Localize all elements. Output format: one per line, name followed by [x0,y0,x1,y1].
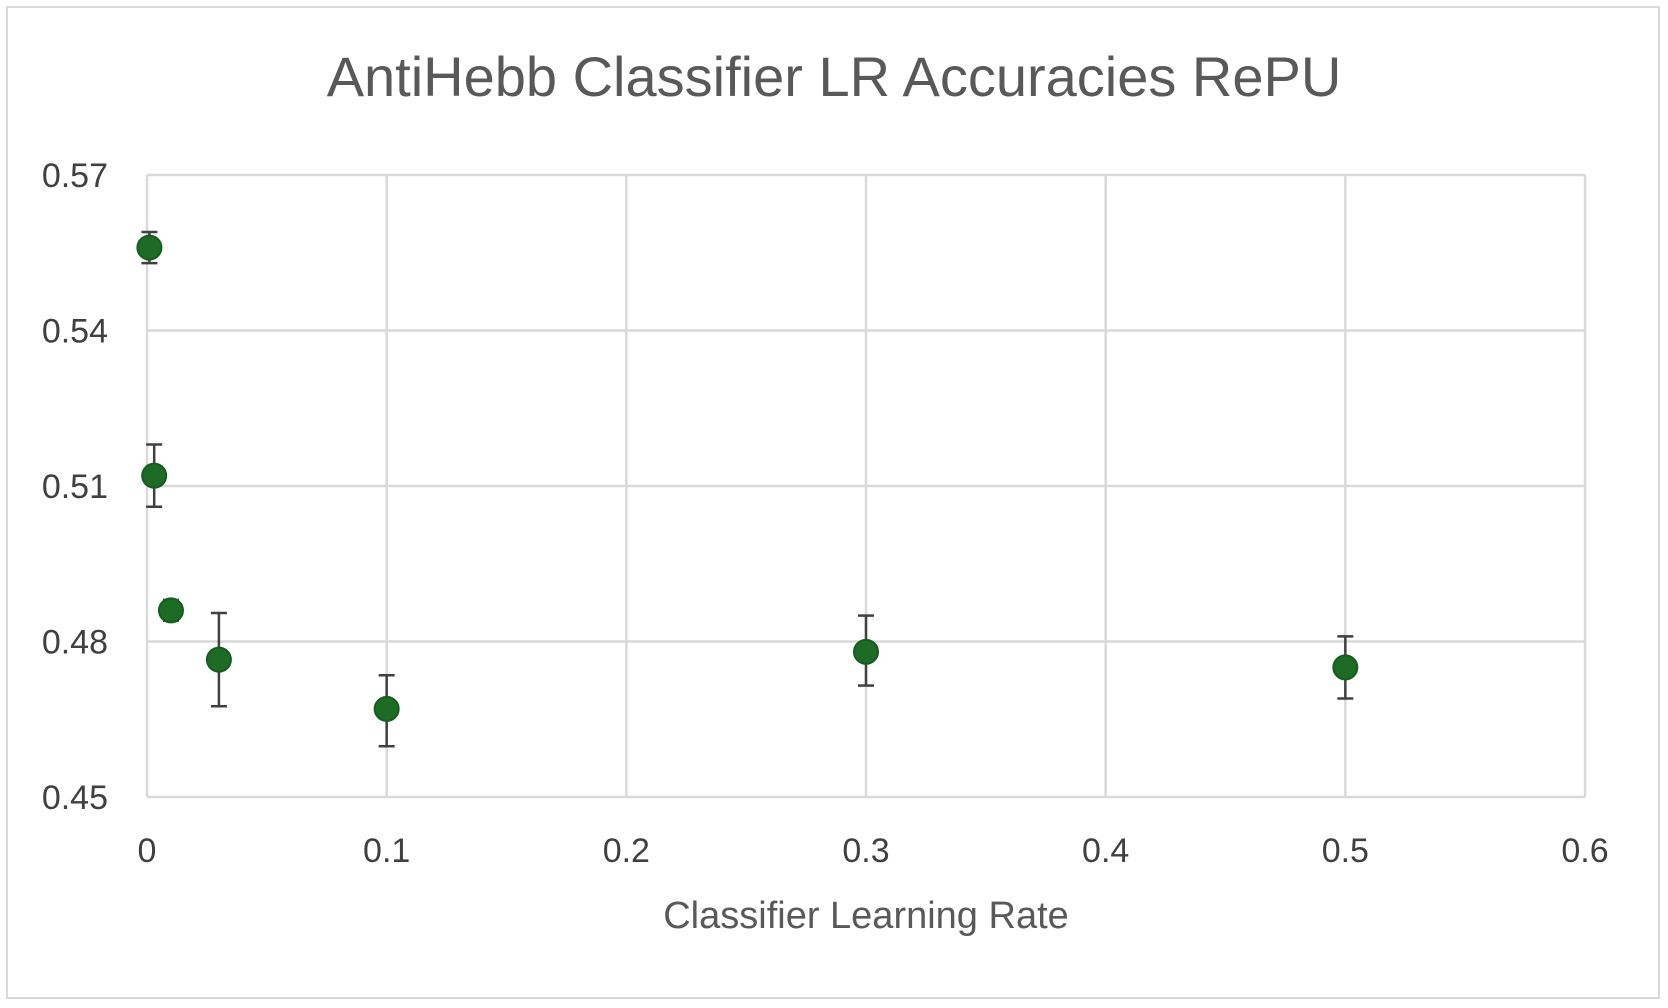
y-axis-ticks: 0.57 0.54 0.51 0.48 0.45 [42,157,108,817]
data-point [373,695,400,722]
x-tick-label: 0.5 [1322,832,1369,870]
data-point [1332,654,1359,681]
data-point [141,462,168,489]
data-point [853,638,879,665]
data-point [136,234,163,261]
data-points [136,234,1359,722]
y-tick-label: 0.48 [42,624,108,662]
y-tick-label: 0.54 [42,313,108,351]
data-point [157,597,184,624]
y-tick-label: 0.51 [42,468,108,506]
x-tick-label: 0.6 [1561,832,1608,870]
data-point [205,646,232,673]
x-axis-ticks: 0 0.1 0.2 0.3 0.4 0.5 0.6 [138,832,1609,870]
chart-frame [6,6,1660,999]
x-tick-label: 0.4 [1082,832,1129,870]
y-tick-label: 0.45 [42,779,108,817]
x-axis-title: Classifier Learning Rate [663,895,1069,937]
x-tick-label: 0.2 [603,832,650,870]
y-tick-label: 0.57 [42,157,108,195]
error-bars [141,230,1354,748]
x-tick-label: 0 [138,832,157,870]
grid-layer [145,173,1587,799]
x-tick-label: 0.3 [842,832,889,870]
x-tick-label: 0.1 [363,832,410,870]
chart-title: AntiHebb Classifier LR Accuracies RePU [327,45,1342,108]
